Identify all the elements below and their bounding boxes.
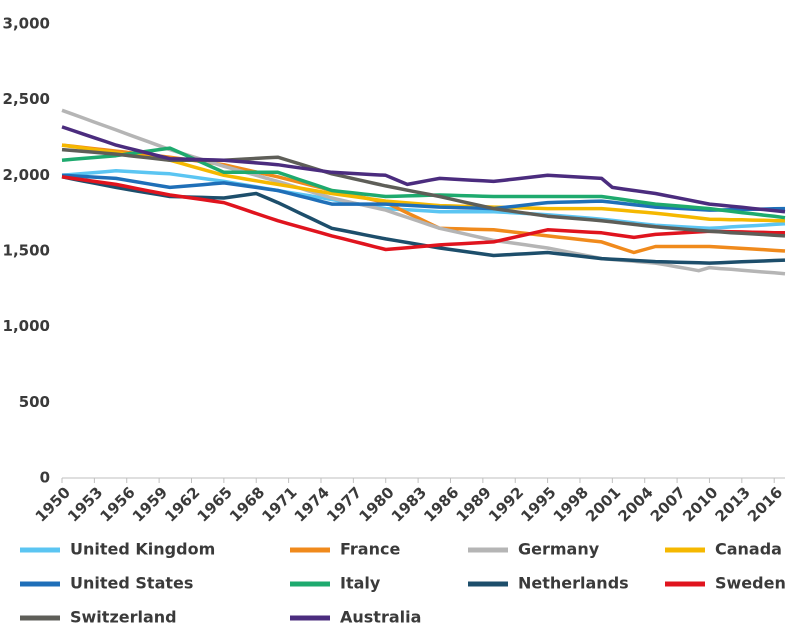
legend-label: Canada — [715, 540, 782, 559]
legend-label: United Kingdom — [70, 540, 215, 559]
y-tick-label: 3,000 — [3, 15, 50, 33]
y-tick-label: 2,000 — [3, 166, 50, 184]
x-tick-label: 1986 — [420, 483, 462, 525]
x-tick-label: 1959 — [129, 483, 171, 525]
series-line — [61, 143, 786, 223]
x-tick-label: 1950 — [32, 483, 74, 525]
legend-label: Germany — [518, 540, 600, 559]
x-tick-label: 2001 — [582, 483, 624, 525]
x-tick-label: 1983 — [388, 483, 430, 525]
x-tick-label: 1968 — [226, 483, 268, 525]
legend-label: France — [340, 540, 400, 559]
legend-label: Sweden — [715, 574, 786, 593]
series-line — [61, 146, 786, 220]
legend-label: Australia — [340, 608, 421, 627]
x-tick-label: 2016 — [744, 483, 786, 525]
y-tick-label: 500 — [19, 393, 50, 411]
legend-label: Netherlands — [518, 574, 629, 593]
legend-label: Italy — [340, 574, 381, 593]
y-tick-label: 1,000 — [3, 317, 50, 335]
x-tick-label: 1998 — [550, 483, 592, 525]
series-line — [61, 173, 786, 212]
x-tick-label: 2013 — [712, 483, 754, 525]
y-tick-label: 2,500 — [3, 90, 50, 108]
x-tick-label: 2004 — [614, 483, 656, 525]
x-tick-label: 1995 — [517, 483, 559, 525]
x-tick-label: 1953 — [64, 483, 106, 525]
y-tick-label: 0 — [40, 469, 50, 487]
x-tick-label: 1956 — [97, 483, 139, 525]
legend-label: Switzerland — [70, 608, 177, 627]
series-line — [61, 175, 786, 252]
x-tick-label: 1977 — [323, 483, 365, 525]
x-tick-label: 1965 — [194, 483, 236, 525]
x-tick-label: 2007 — [647, 483, 689, 525]
y-tick-label: 1,500 — [3, 242, 50, 260]
series-line — [61, 125, 786, 214]
x-tick-label: 1962 — [161, 483, 203, 525]
x-tick-label: 2010 — [679, 483, 721, 525]
legend-label: United States — [70, 574, 193, 593]
x-tick-label: 1974 — [291, 483, 333, 525]
x-tick-label: 1992 — [485, 483, 527, 525]
x-tick-label: 1980 — [355, 483, 397, 525]
x-tick-label: 1971 — [258, 483, 300, 525]
x-tick-label: 1989 — [453, 483, 495, 525]
